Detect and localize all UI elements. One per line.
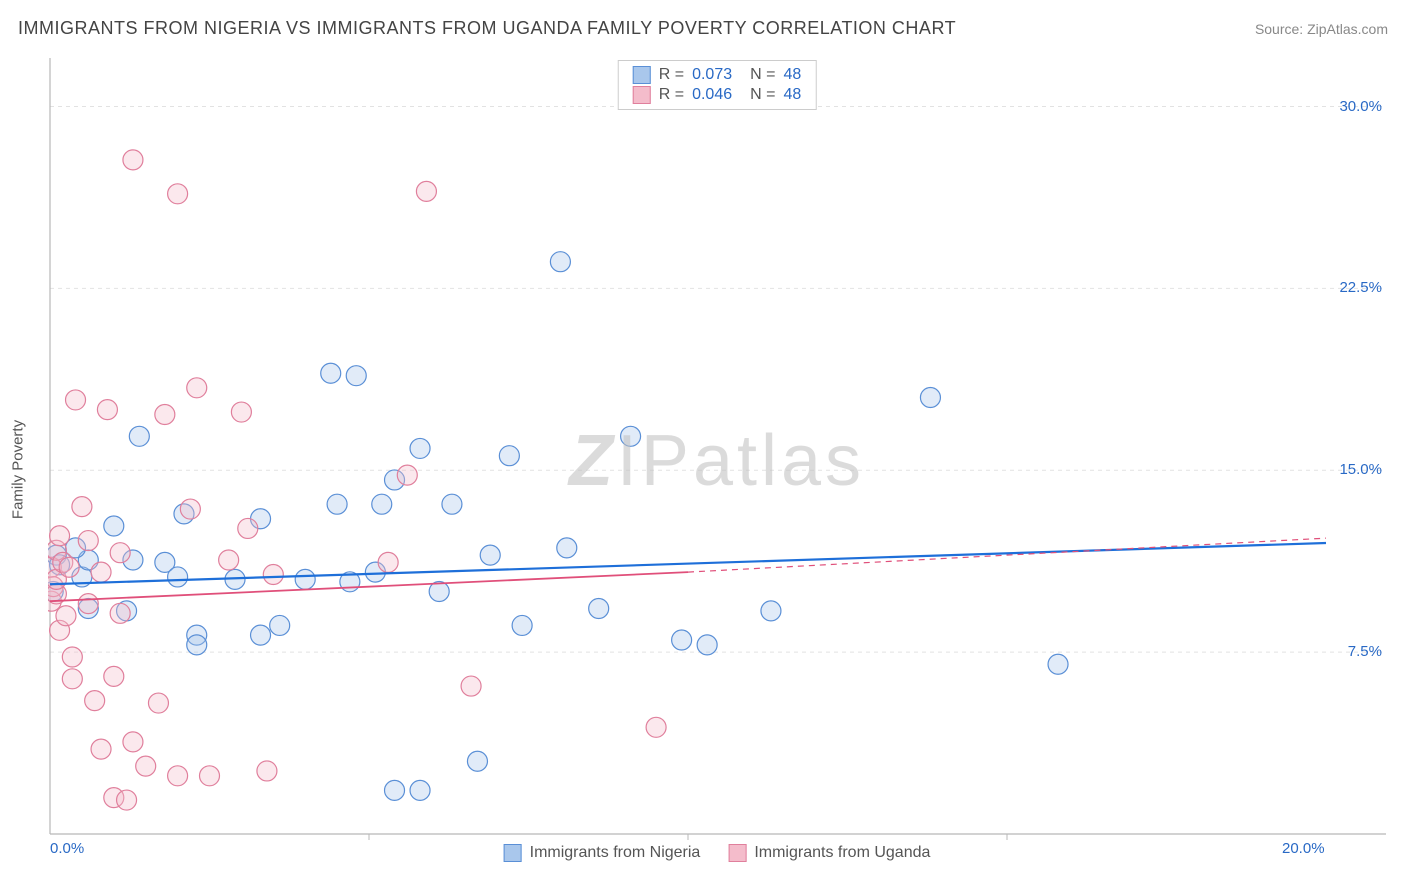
legend-item-uganda: Immigrants from Uganda: [728, 844, 930, 862]
y-tick-label: 30.0%: [1339, 98, 1382, 115]
legend-item-nigeria: Immigrants from Nigeria: [504, 844, 701, 862]
y-tick-label: 22.5%: [1339, 279, 1382, 296]
x-tick-label: 20.0%: [1282, 840, 1325, 857]
y-tick-label: 7.5%: [1348, 643, 1382, 660]
legend-row-nigeria: R =0.073 N =48: [633, 65, 802, 85]
swatch-nigeria-icon: [504, 844, 522, 862]
swatch-uganda: [633, 86, 651, 104]
chart-container: Family Poverty ZIPatlas R =0.073 N =48 R…: [48, 58, 1386, 864]
scatter-plot: [48, 58, 1386, 864]
swatch-uganda-icon: [728, 844, 746, 862]
chart-title: IMMIGRANTS FROM NIGERIA VS IMMIGRANTS FR…: [18, 18, 956, 39]
x-tick-label: 0.0%: [50, 840, 84, 857]
y-tick-label: 15.0%: [1339, 461, 1382, 478]
legend-row-uganda: R =0.046 N =48: [633, 85, 802, 105]
source-label: Source: ZipAtlas.com: [1255, 21, 1388, 37]
y-axis-label: Family Poverty: [10, 420, 27, 519]
legend-correlation: R =0.073 N =48 R =0.046 N =48: [618, 60, 817, 110]
legend-label-nigeria: Immigrants from Nigeria: [530, 844, 701, 862]
swatch-nigeria: [633, 66, 651, 84]
legend-label-uganda: Immigrants from Uganda: [754, 844, 930, 862]
header: IMMIGRANTS FROM NIGERIA VS IMMIGRANTS FR…: [18, 18, 1388, 39]
legend-series: Immigrants from Nigeria Immigrants from …: [504, 844, 931, 862]
